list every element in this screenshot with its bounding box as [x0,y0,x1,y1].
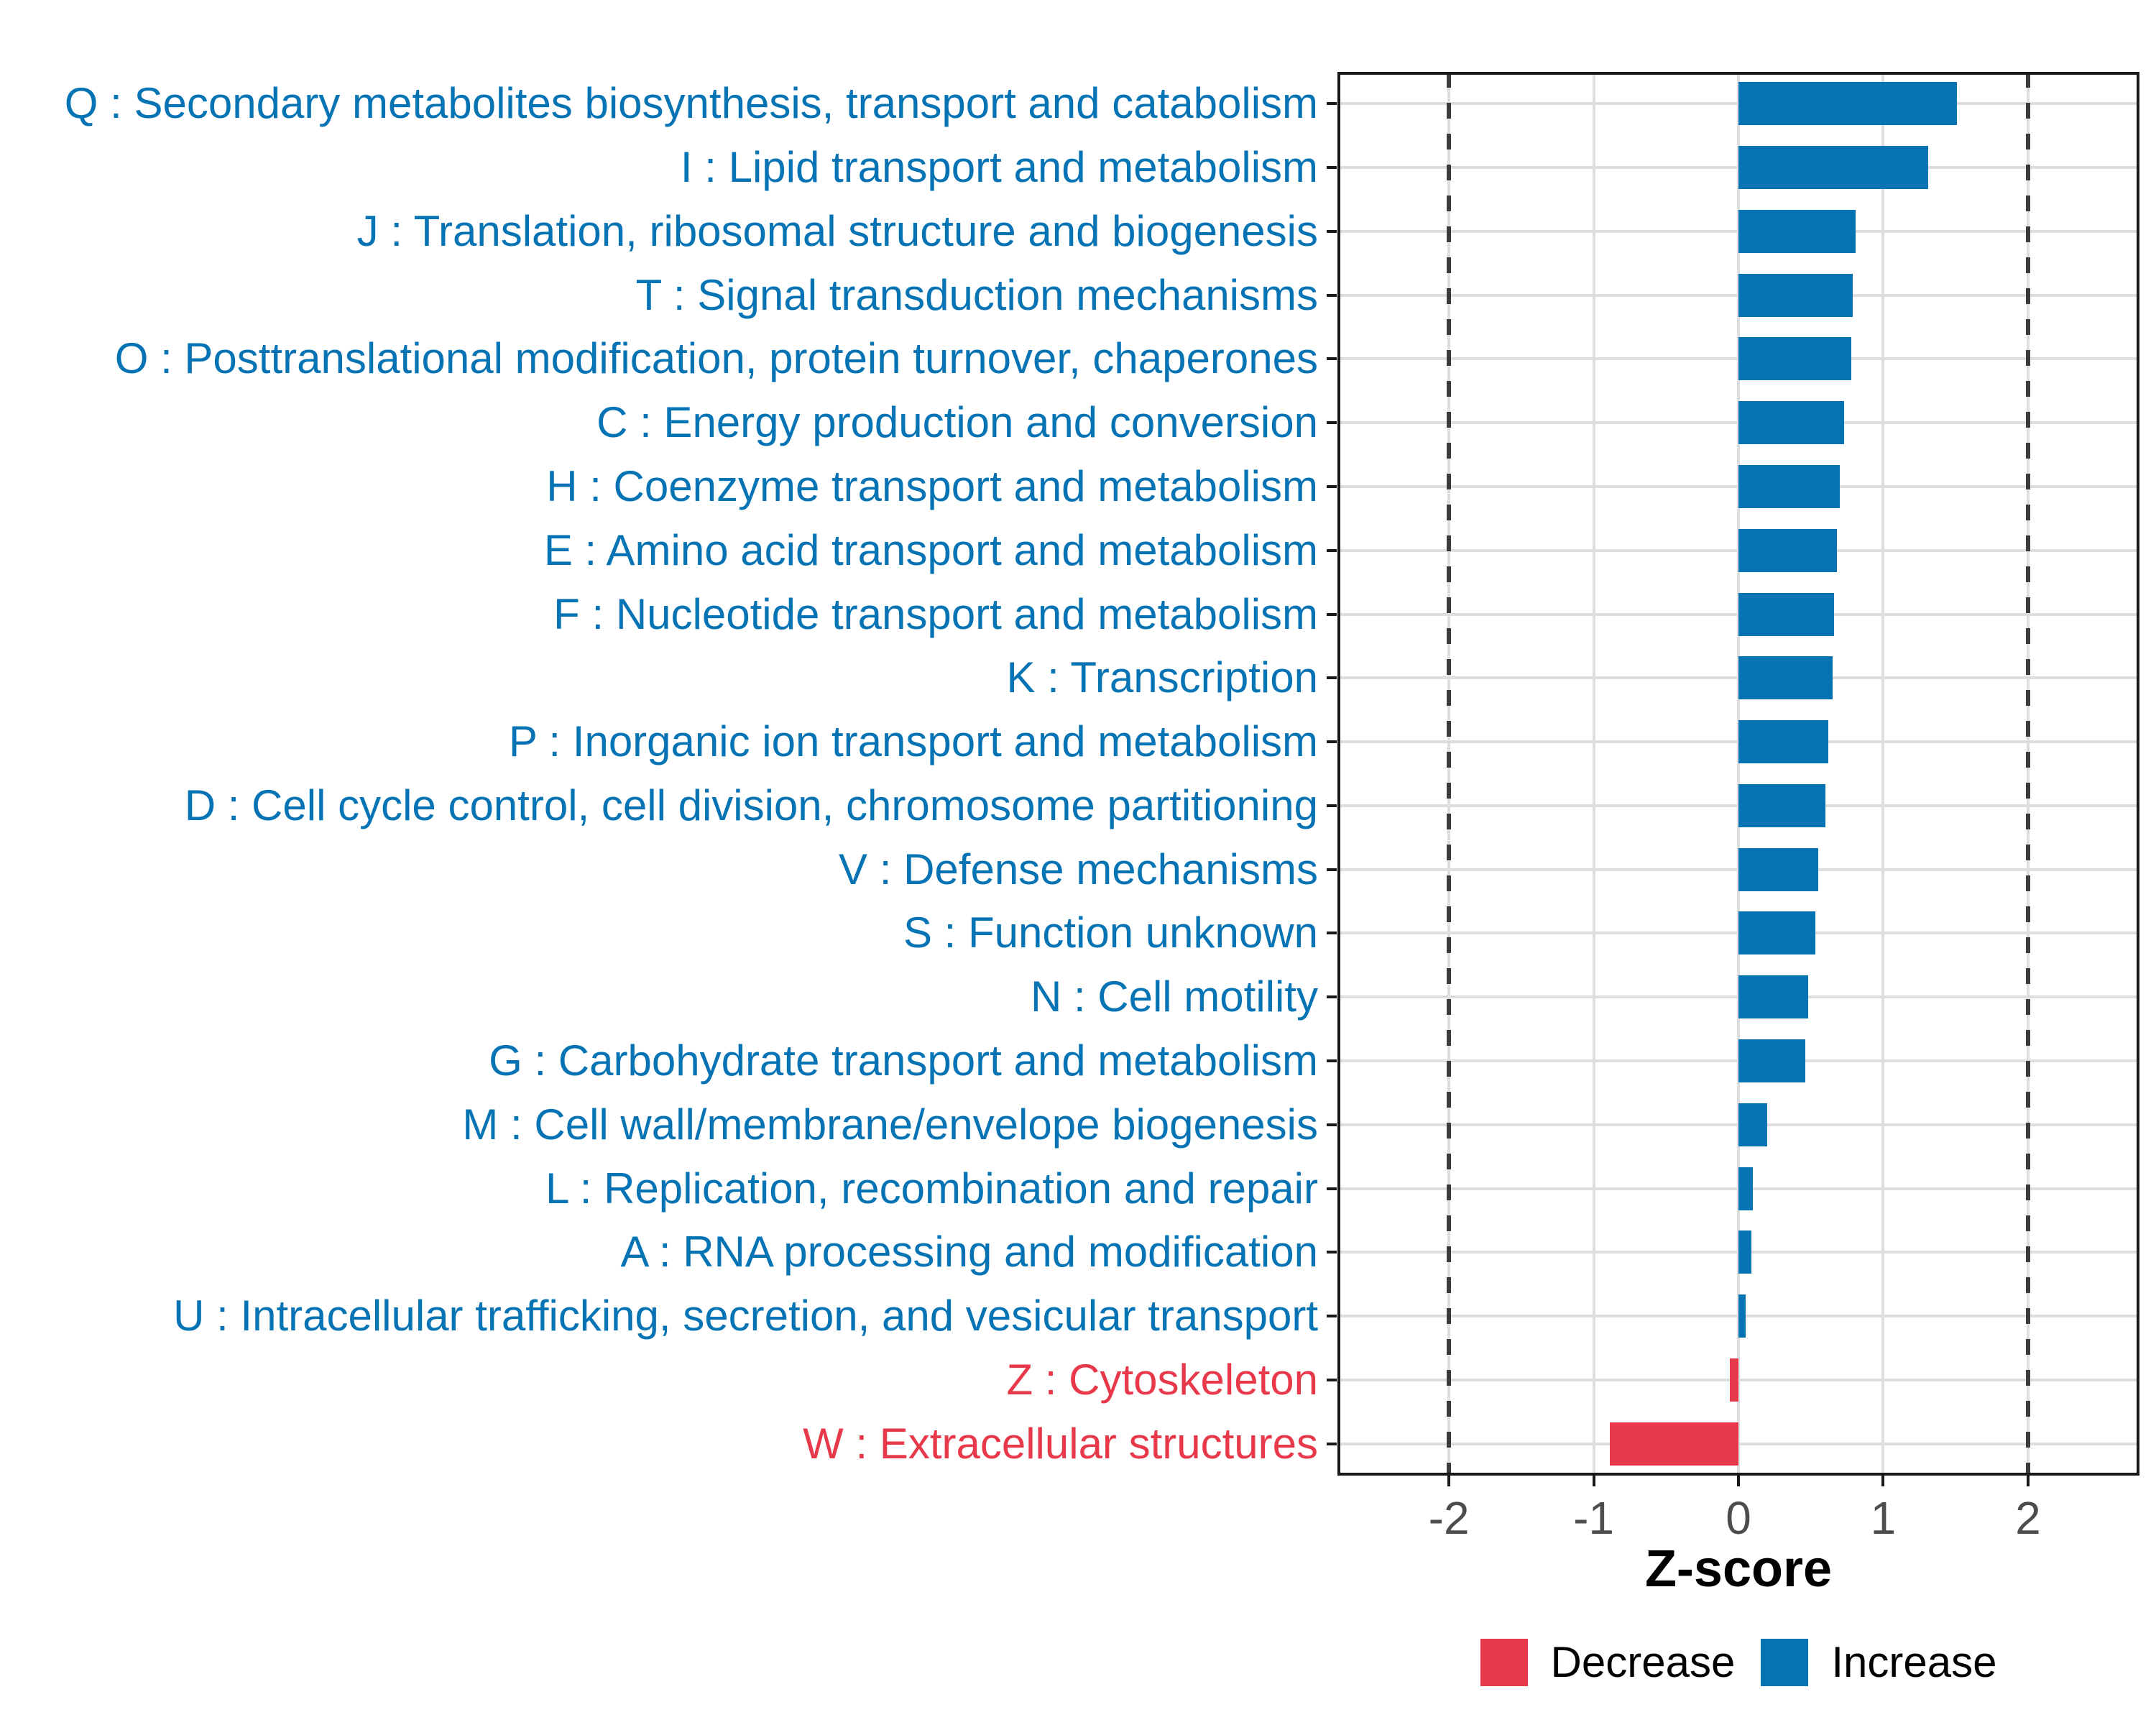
bar [1729,1358,1738,1402]
y-axis-tick [1327,868,1337,871]
x-axis-tick [1592,1476,1595,1486]
bar [1738,273,1853,317]
bar [1738,592,1834,636]
y-axis-label: Q : Secondary metabolites biosynthesis, … [64,79,1318,128]
x-axis-tick-label: 0 [1726,1492,1751,1544]
y-axis-label: J : Translation, ribosomal structure and… [356,206,1318,255]
bar [1738,146,1928,190]
bar [1738,911,1815,955]
x-axis-tick [1881,1476,1885,1486]
x-gridline [1592,72,1595,1476]
y-axis-tick [1327,1059,1337,1062]
y-axis-label: O : Posttranslational modification, prot… [114,334,1318,383]
bar [1738,209,1856,253]
bar [1738,720,1828,764]
plot-panel [1337,72,2139,1476]
y-axis-tick [1327,932,1337,935]
y-axis-label: S : Function unknown [903,908,1318,957]
y-axis-tick [1327,166,1337,170]
y-axis-tick [1327,804,1337,807]
y-axis-label: L : Replication, recombination and repai… [545,1164,1318,1213]
y-axis-tick [1327,548,1337,552]
bar [1738,783,1825,827]
x-axis-tick [1737,1476,1740,1486]
y-axis-label: D : Cell cycle control, cell division, c… [184,781,1318,829]
bar [1738,82,1958,126]
x-axis-tick [2026,1476,2030,1486]
y-axis-label: G : Carbohydrate transport and metabolis… [489,1036,1318,1085]
bar [1738,337,1852,381]
reference-line [1447,72,1452,1476]
bar [1738,465,1840,509]
x-axis-tick [1447,1476,1451,1486]
y-axis-label: U : Intracellular trafficking, secretion… [173,1292,1318,1340]
y-axis-tick [1327,229,1337,233]
x-axis-tick-label: -1 [1573,1492,1614,1544]
y-axis-tick [1327,293,1337,297]
y-axis-label: P : Inorganic ion transport and metaboli… [508,717,1318,766]
x-axis-title: Z-score [1644,1540,1833,1598]
y-axis-tick [1327,357,1337,361]
x-axis-tick-label: -2 [1428,1492,1470,1544]
y-axis-label: V : Defense mechanisms [839,845,1318,893]
y-axis-label: C : Energy production and conversion [596,398,1318,447]
x-gridline [1881,72,1885,1476]
y-axis-tick [1327,1123,1337,1126]
y-axis-label: K : Transcription [1006,653,1318,702]
y-axis-label: M : Cell wall/membrane/envelope biogenes… [462,1100,1318,1149]
bar [1738,656,1833,700]
bar [1738,975,1808,1019]
y-axis-label: N : Cell motility [1030,972,1318,1021]
y-axis-label: W : Extracellular structures [803,1419,1318,1468]
legend-swatch-increase-icon [1761,1639,1809,1686]
legend-swatch-decrease-icon [1480,1639,1528,1686]
bar [1738,1230,1752,1274]
y-axis-label: T : Signal transduction mechanisms [635,270,1318,319]
y-axis-label: Z : Cytoskeleton [1006,1355,1318,1404]
bar [1609,1422,1738,1466]
x-axis-tick-label: 2 [2015,1492,2041,1544]
y-axis-tick [1327,1187,1337,1190]
bar [1738,847,1818,891]
y-axis-tick [1327,485,1337,489]
y-axis-label: I : Lipid transport and metabolism [680,143,1318,192]
y-axis-label: F : Nucleotide transport and metabolism [553,589,1318,638]
legend: Decrease Increase [1337,1639,2139,1686]
y-axis-label: E : Amino acid transport and metabolism [543,525,1318,574]
y-axis-tick [1327,1442,1337,1445]
legend-label-increase: Increase [1831,1638,1997,1686]
y-axis-label: H : Coenzyme transport and metabolism [546,462,1318,511]
x-axis-tick-label: 1 [1870,1492,1897,1544]
y-axis-tick [1327,676,1337,680]
y-axis-tick [1327,1315,1337,1318]
y-axis-label: A : RNA processing and modification [620,1228,1318,1276]
y-axis-tick [1327,421,1337,425]
x-gridline [1737,72,1740,1476]
bar [1738,1167,1754,1210]
y-axis-tick [1327,1378,1337,1381]
legend-item-increase: Increase [1761,1639,1996,1686]
legend-label-decrease: Decrease [1550,1638,1736,1686]
y-axis-tick [1327,995,1337,999]
legend-item-decrease: Decrease [1480,1638,1736,1686]
bar [1738,401,1845,445]
bar [1738,1103,1768,1146]
y-axis-tick [1327,102,1337,106]
bar [1738,1294,1746,1338]
bar [1738,528,1837,572]
y-axis-tick [1327,612,1337,616]
bar [1738,1039,1805,1082]
y-axis-tick [1327,1251,1337,1254]
y-axis-tick [1327,740,1337,744]
reference-line [2025,72,2030,1476]
